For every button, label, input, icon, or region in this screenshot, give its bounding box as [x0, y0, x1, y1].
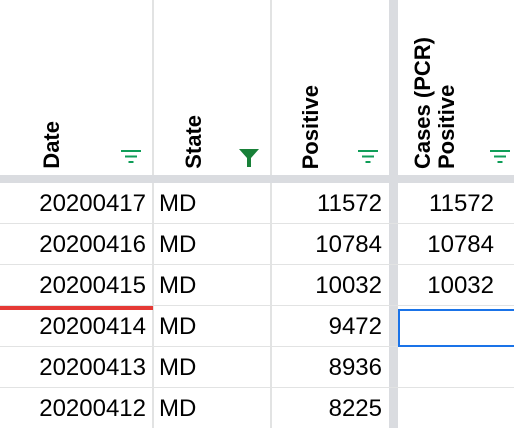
- state-cell[interactable]: MD: [159, 354, 197, 381]
- table-row: 20200414 MD 9472: [0, 306, 514, 347]
- state-cell[interactable]: MD: [159, 190, 197, 217]
- state-cell[interactable]: MD: [159, 272, 197, 299]
- filter-icon[interactable]: [119, 147, 143, 165]
- column-header-label: Date: [39, 121, 64, 169]
- column-header-date[interactable]: Date: [0, 0, 152, 175]
- gridline: [270, 0, 272, 428]
- date-cell[interactable]: 20200415: [39, 272, 146, 299]
- header-row: Date State Positive: [0, 0, 514, 175]
- state-cell[interactable]: MD: [159, 313, 197, 340]
- frozen-row-divider[interactable]: [0, 175, 514, 183]
- positive-cell[interactable]: 8225: [328, 395, 382, 422]
- date-cell[interactable]: 20200413: [39, 354, 146, 381]
- date-cell[interactable]: 20200417: [39, 190, 146, 217]
- positive-pcr-cell[interactable]: [398, 347, 494, 387]
- column-header-positive[interactable]: Positive: [272, 0, 389, 175]
- positive-pcr-cell[interactable]: 10784: [427, 231, 494, 258]
- positive-cell[interactable]: 10032: [315, 272, 382, 299]
- positive-cell[interactable]: 11572: [317, 190, 382, 217]
- column-header-state[interactable]: State: [153, 0, 271, 175]
- column-header-label: Cases (PCR) Positive: [410, 36, 459, 169]
- active-filter-icon[interactable]: [237, 147, 261, 169]
- filter-icon[interactable]: [356, 147, 380, 165]
- table-row: 20200417 MD 11572 11572: [0, 183, 514, 224]
- column-header-positive-pcr[interactable]: Cases (PCR) Positive: [398, 0, 514, 175]
- column-header-label: State: [181, 115, 206, 169]
- positive-pcr-cell[interactable]: [398, 388, 494, 428]
- positive-cell[interactable]: 8936: [328, 354, 382, 381]
- state-cell[interactable]: MD: [159, 395, 197, 422]
- selected-cell-outline[interactable]: [398, 309, 514, 347]
- positive-pcr-cell[interactable]: 11572: [429, 190, 494, 217]
- positive-cell[interactable]: 9472: [328, 313, 382, 340]
- filter-icon[interactable]: [488, 147, 512, 165]
- positive-cell[interactable]: 10784: [315, 231, 382, 258]
- table-row: 20200415 MD 10032 10032: [0, 265, 514, 306]
- date-cell[interactable]: 20200416: [39, 231, 146, 258]
- state-cell[interactable]: MD: [159, 231, 197, 258]
- positive-pcr-cell[interactable]: 10032: [427, 272, 494, 299]
- date-cell[interactable]: 20200414: [39, 313, 146, 340]
- table-row: 20200416 MD 10784 10784: [0, 224, 514, 265]
- date-cell[interactable]: 20200412: [39, 395, 146, 422]
- gridline: [152, 0, 154, 428]
- column-header-label: Positive: [298, 84, 323, 169]
- table-row: 20200412 MD 8225: [0, 388, 514, 429]
- table-row: 20200413 MD 8936: [0, 347, 514, 388]
- row-highlight-line: [0, 306, 153, 310]
- frozen-column-divider[interactable]: [389, 0, 398, 428]
